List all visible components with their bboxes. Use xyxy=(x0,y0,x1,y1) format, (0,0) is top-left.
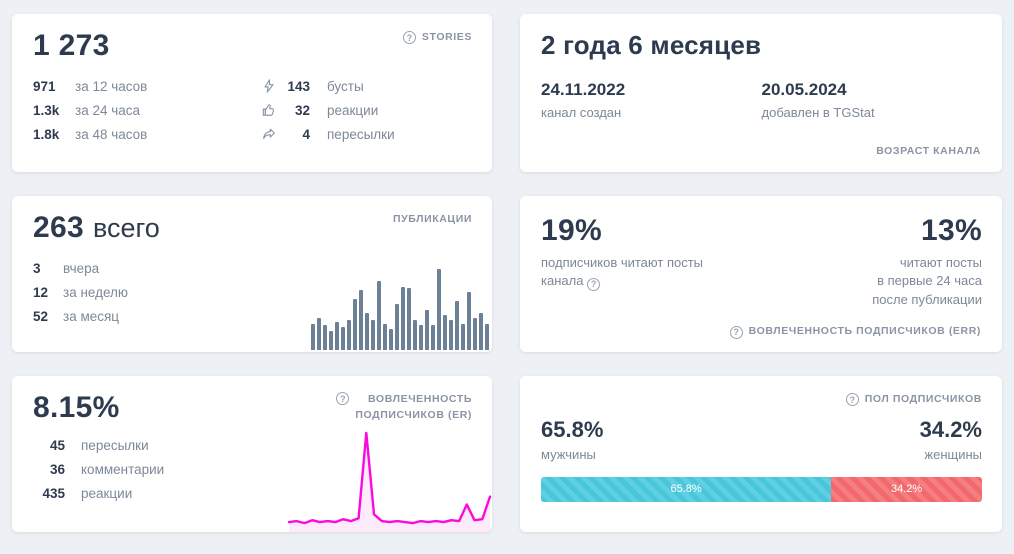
bolt-icon xyxy=(262,79,284,93)
help-icon[interactable]: ? xyxy=(845,393,859,407)
stories-reaction-stats: 143 бусты 32 реакции 4 пересылки xyxy=(262,79,395,142)
er-card-label: ВОВЛЕЧЕННОСТЬ ПОДПИСЧИКОВ (ER) xyxy=(355,393,472,421)
err-read-24h: 13% читают посты в первые 24 часа после … xyxy=(872,214,982,308)
channel-created: 24.11.2022 канал создан xyxy=(541,80,626,120)
channel-added: 20.05.2024 добавлен в TGStat xyxy=(761,80,875,120)
err-read-posts: 19% подписчиков читают посты канала ? xyxy=(541,215,703,310)
publications-card: 263 всего ПУБЛИКАЦИИ 3 вчера 12 за недел… xyxy=(12,196,492,352)
gender-female-stat: 34.2% женщины xyxy=(919,416,982,462)
stat-row: 45 пересылки xyxy=(49,437,149,453)
channel-age-card: 2 года 6 месяцев 24.11.2022 канал создан… xyxy=(520,14,1002,172)
publications-total-suffix: всего xyxy=(92,213,160,243)
gender-male-stat: 65.8% мужчины xyxy=(541,416,604,462)
gender-card-label: ПОЛ ПОДПИСЧИКОВ xyxy=(864,393,982,405)
stat-row: 3 вчера xyxy=(33,261,100,276)
stat-row: 36 комментарии xyxy=(49,461,165,477)
stat-row: 971 за 12 часов xyxy=(33,78,148,94)
publications-total: 263 xyxy=(33,211,84,244)
stat-row: 32 реакции xyxy=(262,103,395,118)
gender-bar-female: 34.2% xyxy=(831,476,982,502)
publications-stats: 3 вчера 12 за неделю 52 за месяц xyxy=(33,261,472,324)
stat-row: 12 за неделю xyxy=(33,285,129,300)
er-stats: 45 пересылки 36 комментарии 435 реакции xyxy=(33,438,472,501)
stat-row: 435 реакции xyxy=(42,485,133,501)
channel-age-title: 2 года 6 месяцев xyxy=(541,30,762,60)
channel-age-card-label: ВОЗРАСТ КАНАЛА xyxy=(876,145,981,158)
er-line xyxy=(287,431,492,525)
stories-card-label: STORIES xyxy=(421,31,472,43)
thumb-up-icon xyxy=(262,103,284,117)
stat-row: 52 за месяц xyxy=(33,309,120,324)
err-card-label: ВОВЛЕЧЕННОСТЬ ПОДПИСЧИКОВ (ERR) xyxy=(748,325,981,338)
forward-icon xyxy=(262,127,284,141)
help-icon[interactable]: ? xyxy=(336,392,350,405)
help-icon[interactable]: ? xyxy=(402,31,416,45)
stat-row: 1.8k за 48 часов xyxy=(33,126,148,142)
publications-card-label: ПУБЛИКАЦИИ xyxy=(392,213,472,225)
stat-row: 4 пересылки xyxy=(262,127,395,142)
stories-card: 1 273 ? STORIES 971 за 12 часов 1.3k за … xyxy=(12,14,492,172)
err-card: 19% подписчиков читают посты канала ? 13… xyxy=(520,196,1002,352)
help-icon[interactable]: ? xyxy=(729,325,743,339)
gender-bar-male: 65.8% xyxy=(541,476,832,502)
gender-bar: 65.8% 34.2% xyxy=(541,476,982,502)
publications-bar-chart xyxy=(311,260,489,350)
stories-period-stats: 971 за 12 часов 1.3k за 24 часа 1.8k за … xyxy=(33,79,262,142)
er-line-chart xyxy=(287,431,492,532)
gender-card: ? ПОЛ ПОДПИСЧИКОВ 65.8% мужчины 34.2% же… xyxy=(520,376,1002,532)
er-value: 8.15% xyxy=(33,391,120,424)
er-card: 8.15% ? ВОВЛЕЧЕННОСТЬ ПОДПИСЧИКОВ (ER) 4… xyxy=(12,376,492,532)
help-icon[interactable]: ? xyxy=(587,278,601,292)
stat-row: 1.3k за 24 часа xyxy=(33,102,141,118)
stories-total: 1 273 xyxy=(33,29,110,62)
stat-row: 143 бусты xyxy=(262,79,395,94)
stats-dashboard: 1 273 ? STORIES 971 за 12 часов 1.3k за … xyxy=(12,14,1002,532)
